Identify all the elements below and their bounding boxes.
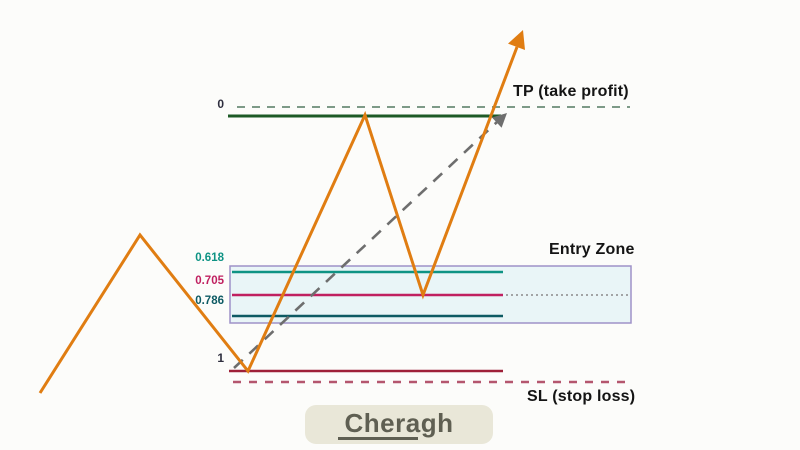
price-arrowhead xyxy=(508,30,525,50)
price-zigzag-path xyxy=(38,46,519,394)
level-label-zero: 0 xyxy=(217,97,224,111)
level-label-786: 0.786 xyxy=(195,295,224,307)
sl-label: SL (stop loss) xyxy=(527,388,636,405)
level-label-618: 0.618 xyxy=(195,252,224,264)
level-label-705: 0.705 xyxy=(195,275,224,287)
logo-text: Cheragh xyxy=(344,407,454,438)
level-label-one: 1 xyxy=(217,351,224,365)
logo-badge: Cheragh xyxy=(305,405,493,444)
logo-underline xyxy=(338,437,418,440)
trend-arrowhead xyxy=(492,113,507,128)
entry-zone-label: Entry Zone xyxy=(549,241,635,258)
trend-dashed-line xyxy=(233,121,498,369)
tp-label: TP (take profit) xyxy=(513,83,629,100)
